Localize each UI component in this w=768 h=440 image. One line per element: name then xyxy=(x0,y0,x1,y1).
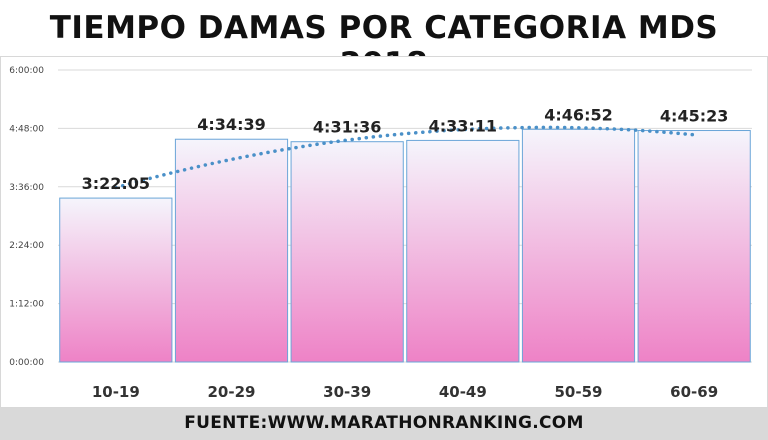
x-tick-label: 40-49 xyxy=(439,383,487,401)
x-tick-label: 60-69 xyxy=(670,383,718,401)
x-tick-label: 30-39 xyxy=(323,383,371,401)
y-tick-label: 3:36:00 xyxy=(9,183,44,193)
x-tick-label: 10-19 xyxy=(92,383,140,401)
gridlines xyxy=(58,69,752,363)
bar-40-49 xyxy=(406,139,520,363)
data-label: 4:31:36 xyxy=(313,118,381,137)
y-tick-label: 4:48:00 xyxy=(9,124,44,134)
footer-band xyxy=(0,408,768,440)
axis-ticks: 0:00:00 1:12:00 2:24:00 3:36:00 4:48:00 6:00:… xyxy=(9,66,718,401)
source-note: FUENTE:WWW.MARATHONRANKING.COM xyxy=(184,413,584,433)
y-tick-label: 2:24:00 xyxy=(9,241,44,251)
trendline xyxy=(114,125,696,190)
title-band xyxy=(0,0,768,62)
data-label: 4:34:39 xyxy=(197,115,265,134)
x-tick-label: 50-59 xyxy=(555,383,603,401)
data-label: 4:45:23 xyxy=(660,107,728,126)
y-tick-label: 0:00:00 xyxy=(9,358,44,368)
x-tick-label: 20-29 xyxy=(208,383,256,401)
y-tick-label: 6:00:00 xyxy=(9,66,44,76)
data-label: 3:22:05 xyxy=(82,174,150,193)
bar-30-39 xyxy=(290,141,404,363)
data-labels: 3:22:05 4:34:39 4:31:36 4:33:11 4:46:52 4:45:… xyxy=(82,105,729,193)
y-tick-label: 1:12:00 xyxy=(9,300,44,310)
bars xyxy=(59,128,751,363)
bar-10-19 xyxy=(59,197,173,363)
data-label: 4:46:52 xyxy=(544,105,612,124)
bar-20-29 xyxy=(174,138,289,363)
bar-50-59 xyxy=(521,128,636,363)
bar-60-69 xyxy=(637,130,751,363)
data-label: 4:33:11 xyxy=(429,116,497,135)
chart-title: TIEMPO DAMAS POR CATEGORIA MDS 2018 xyxy=(49,10,719,82)
trendline-path xyxy=(114,125,696,190)
